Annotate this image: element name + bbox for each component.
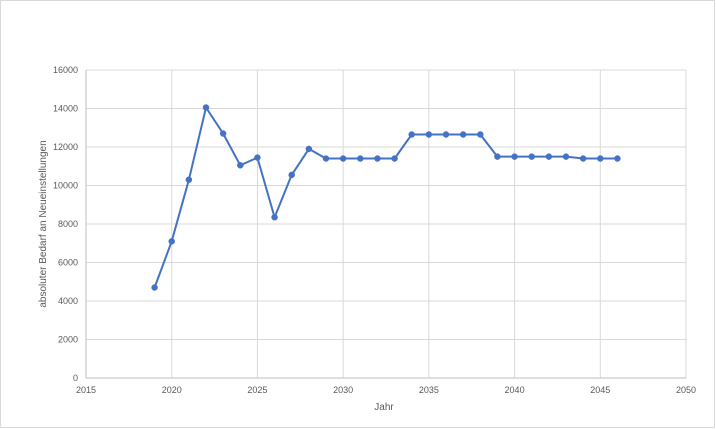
data-point [408, 131, 415, 138]
data-point [442, 131, 450, 138]
data-point [237, 162, 244, 169]
data-point [219, 130, 227, 137]
data-point [425, 131, 433, 138]
data-series [151, 104, 621, 291]
data-point [305, 145, 313, 153]
data-point [477, 131, 484, 138]
data-point [151, 284, 158, 291]
y-tick-label: 4000 [58, 296, 78, 306]
x-tick-label: 2015 [76, 385, 96, 395]
data-point [202, 104, 210, 111]
data-point [494, 153, 501, 160]
data-point [322, 155, 330, 162]
data-point [545, 153, 553, 160]
tick-labels: 0 2000 4000 6000 8000 10000 12000 14000 16000 201… [53, 65, 696, 395]
x-tick-label: 2020 [162, 385, 182, 395]
data-point [185, 176, 193, 183]
x-axis-title: Jahr [374, 402, 394, 413]
y-tick-label: 6000 [58, 258, 78, 268]
x-tick-label: 2025 [247, 385, 267, 395]
x-tick-label: 2045 [590, 385, 610, 395]
data-point [459, 131, 467, 138]
data-point [271, 214, 278, 221]
x-tick-label: 2035 [419, 385, 439, 395]
series-line [153, 106, 618, 288]
data-point [579, 155, 587, 162]
x-tick-label: 2050 [676, 385, 696, 395]
y-tick-label: 14000 [53, 104, 78, 114]
data-point [391, 155, 398, 162]
y-tick-label: 10000 [53, 181, 78, 191]
y-tick-label: 2000 [58, 335, 78, 345]
y-tick-label: 0 [73, 373, 78, 383]
data-point [374, 155, 381, 162]
data-point [168, 238, 175, 245]
data-point [511, 153, 518, 160]
y-tick-label: 16000 [53, 65, 78, 75]
data-point [614, 155, 621, 162]
y-axis-title: absoluter Bedarf an Neueinstellungen [38, 140, 49, 307]
x-tick-label: 2030 [333, 385, 353, 395]
y-tick-label: 12000 [53, 142, 78, 152]
x-tick-label: 2040 [505, 385, 525, 395]
data-point [357, 155, 364, 162]
y-tick-label: 8000 [58, 219, 78, 229]
data-point [597, 155, 604, 162]
data-point [339, 155, 347, 162]
data-point [528, 153, 535, 160]
data-point [254, 154, 261, 161]
data-point [562, 153, 570, 160]
axes [85, 70, 686, 379]
data-point [288, 171, 295, 179]
